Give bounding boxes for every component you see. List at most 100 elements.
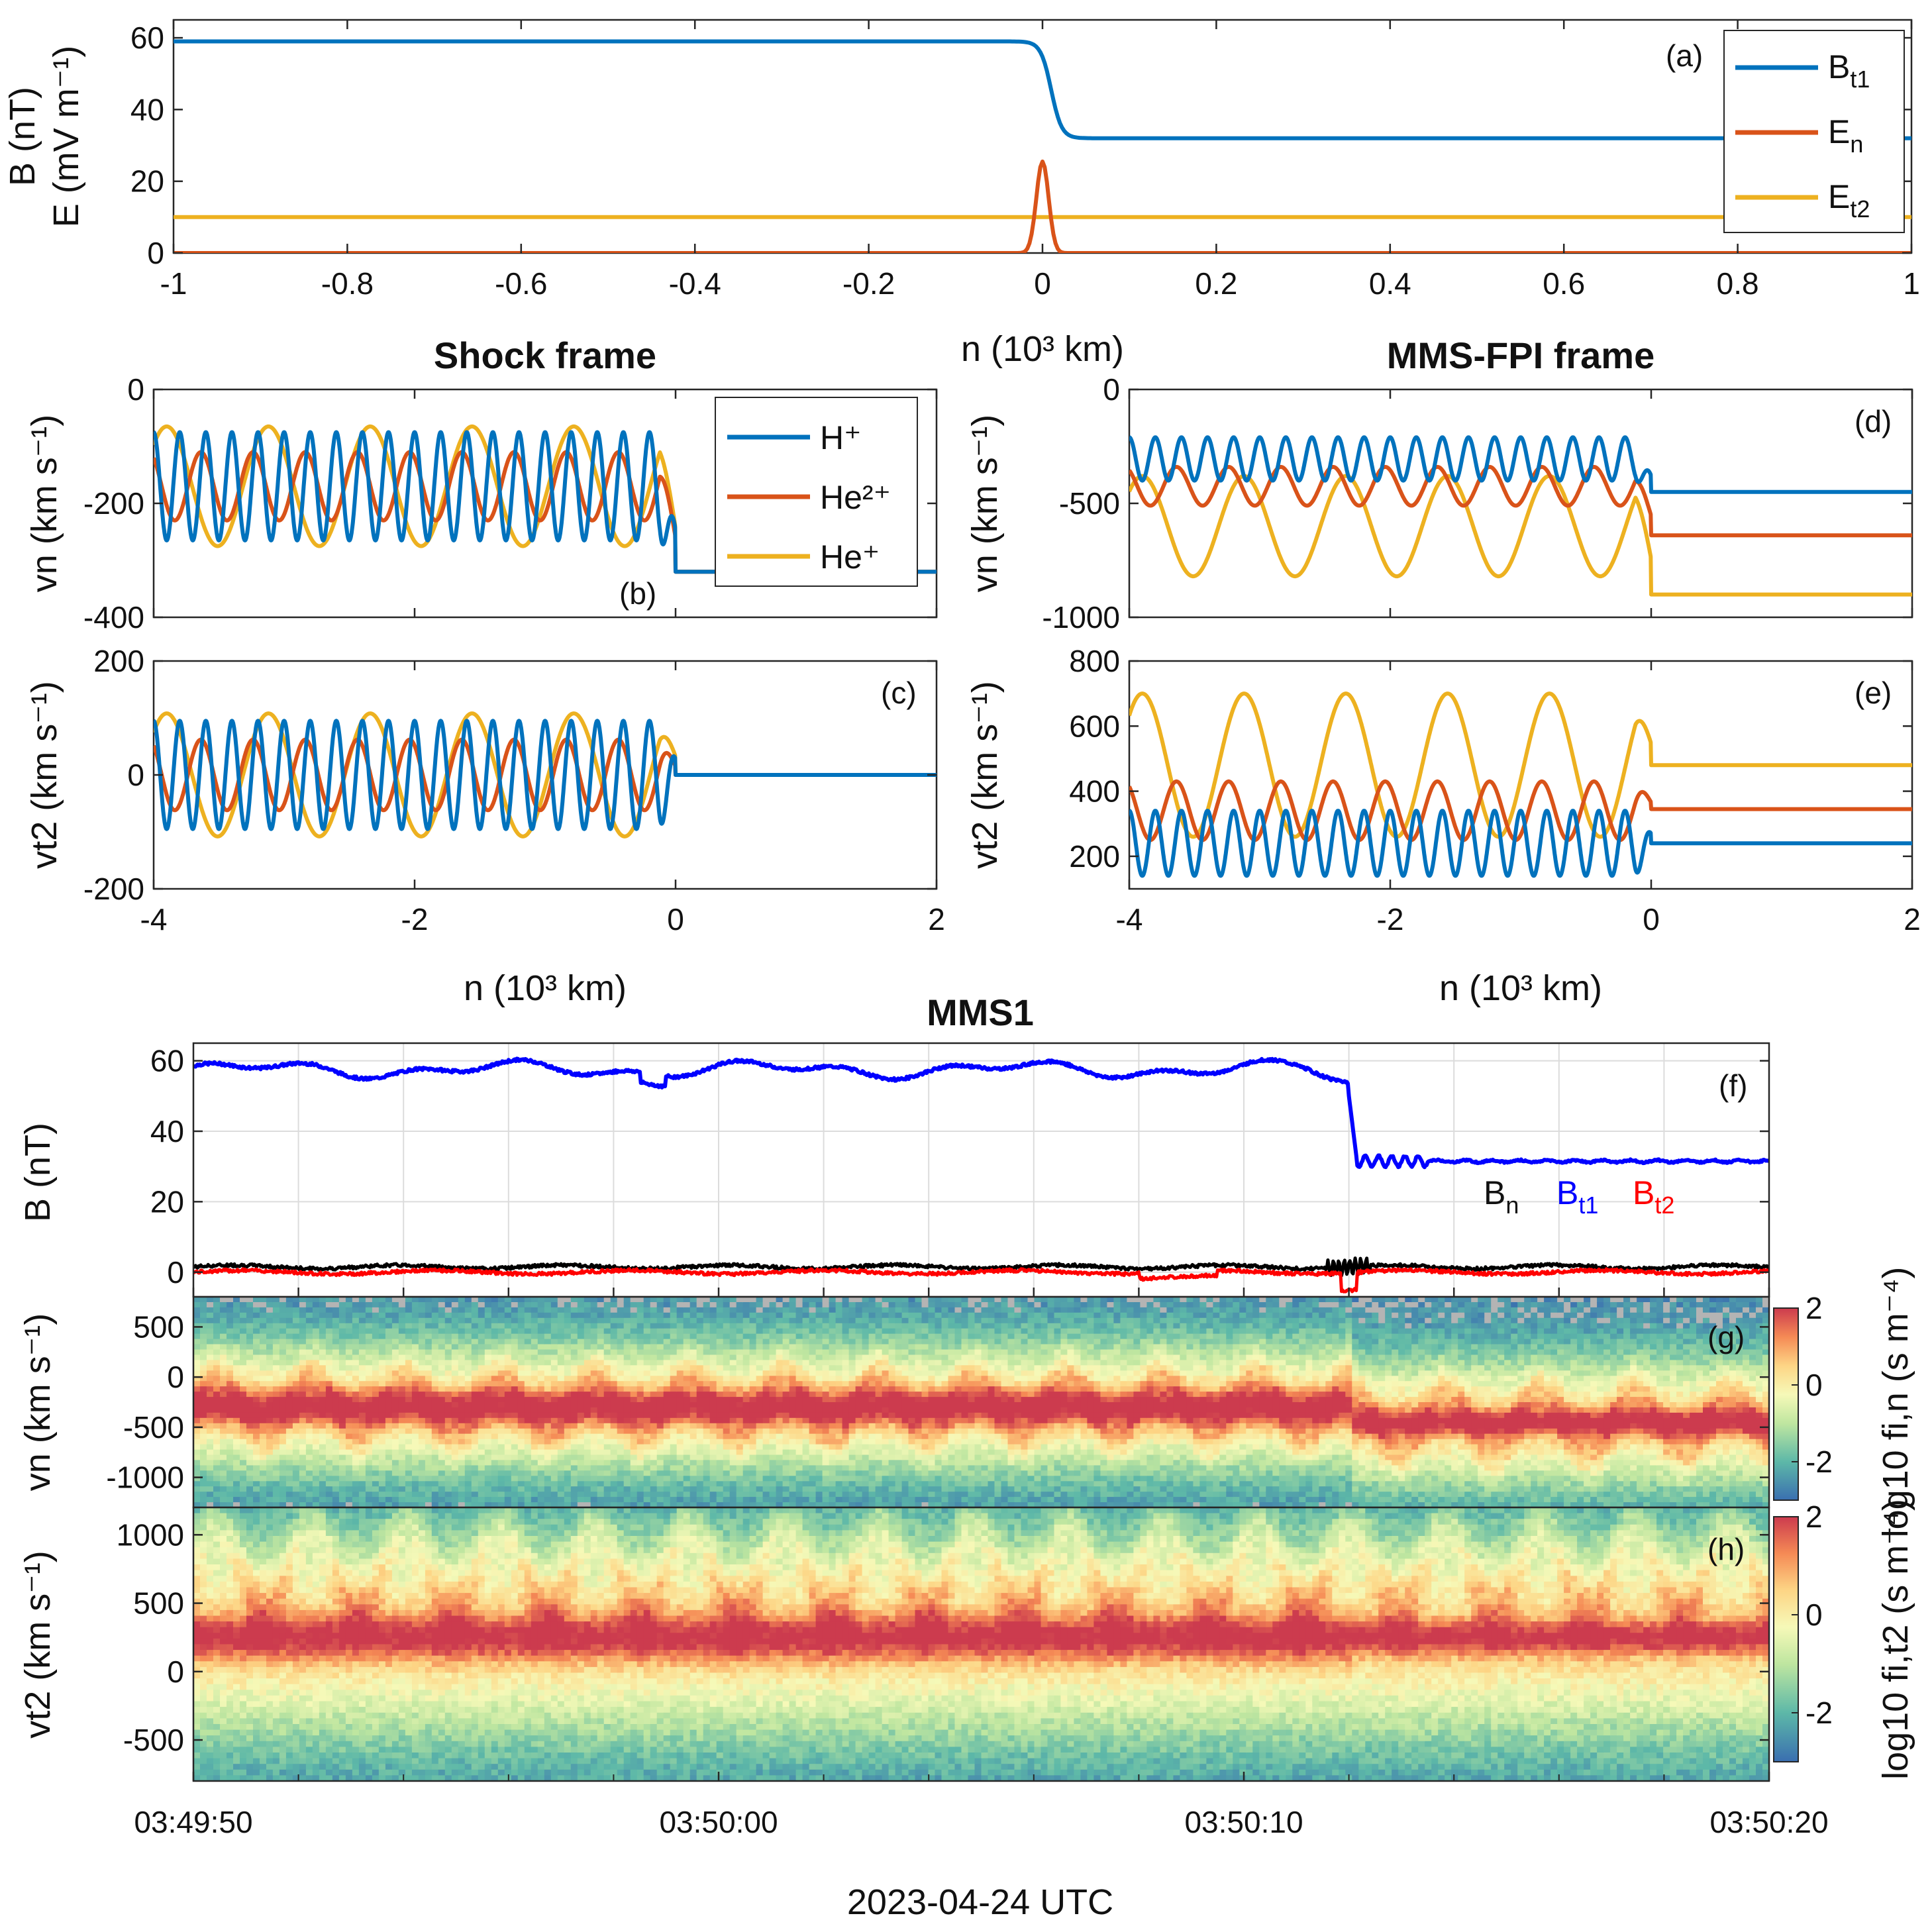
heatmap-cell xyxy=(809,1307,817,1313)
panel-c-xtick-label: 0 xyxy=(667,902,684,937)
heatmap-cell xyxy=(882,1397,890,1403)
heatmap-cell xyxy=(795,1449,803,1456)
heatmap-cell xyxy=(391,1386,399,1392)
heatmap-cell xyxy=(670,1312,678,1319)
heatmap-cell xyxy=(193,1370,201,1377)
heatmap-cell xyxy=(875,1497,883,1503)
heatmap-cell xyxy=(584,1454,591,1461)
heatmap-cell xyxy=(868,1344,876,1350)
heatmap-cell xyxy=(511,1444,519,1450)
heatmap-cell xyxy=(292,1365,300,1372)
heatmap-cell xyxy=(511,1433,519,1440)
heatmap-cell xyxy=(517,1397,525,1403)
heatmap-cell xyxy=(656,1297,664,1303)
heatmap-cell xyxy=(636,1412,644,1419)
heatmap-cell xyxy=(517,1433,525,1440)
heatmap-cell xyxy=(544,1381,552,1387)
heatmap-cell xyxy=(497,1497,505,1503)
heatmap-cell xyxy=(862,1328,870,1335)
heatmap-cell xyxy=(358,1333,366,1340)
heatmap-cell xyxy=(458,1344,466,1350)
heatmap-cell xyxy=(855,1412,863,1419)
heatmap-cell xyxy=(272,1344,280,1350)
heatmap-cell xyxy=(895,1354,903,1361)
heatmap-cell xyxy=(253,1302,260,1308)
heatmap-cell xyxy=(835,1307,843,1313)
heatmap-cell xyxy=(332,1502,340,1508)
heatmap-cell xyxy=(762,1360,770,1366)
heatmap-cell xyxy=(491,1297,499,1303)
heatmap-cell xyxy=(497,1349,505,1356)
heatmap-cell xyxy=(411,1465,419,1472)
heatmap-cell xyxy=(491,1402,499,1408)
heatmap-cell xyxy=(776,1481,784,1488)
heatmap-cell xyxy=(848,1502,856,1508)
heatmap-cell xyxy=(431,1333,439,1340)
heatmap-cell xyxy=(895,1392,903,1398)
heatmap-cell xyxy=(901,1312,909,1319)
heatmap-cell xyxy=(497,1333,505,1340)
heatmap-cell xyxy=(246,1365,254,1372)
heatmap-cell xyxy=(630,1481,638,1488)
heatmap-cell xyxy=(207,1344,214,1350)
heatmap-cell xyxy=(921,1412,929,1419)
heatmap-cell xyxy=(895,1397,903,1403)
heatmap-cell xyxy=(941,1302,949,1308)
heatmap-cell xyxy=(444,1392,452,1398)
heatmap-cell xyxy=(577,1312,585,1319)
heatmap-cell xyxy=(504,1428,512,1435)
heatmap-cell xyxy=(954,1470,962,1477)
heatmap-cell xyxy=(617,1460,625,1466)
heatmap-cell xyxy=(352,1392,360,1398)
heatmap-cell xyxy=(597,1386,605,1392)
heatmap-cell xyxy=(855,1354,863,1361)
heatmap-cell xyxy=(220,1481,227,1488)
heatmap-cell xyxy=(603,1333,611,1340)
heatmap-cell xyxy=(524,1349,532,1356)
heatmap-cell xyxy=(782,1407,790,1413)
heatmap-cell xyxy=(676,1460,684,1466)
heatmap-cell xyxy=(524,1465,532,1472)
heatmap-cell xyxy=(696,1486,704,1492)
heatmap-cell xyxy=(895,1454,903,1461)
heatmap-cell xyxy=(497,1412,505,1419)
heatmap-cell xyxy=(610,1365,618,1372)
heatmap-cell xyxy=(411,1392,419,1398)
heatmap-cell xyxy=(716,1465,724,1472)
heatmap-cell xyxy=(623,1360,631,1366)
panel-c-xlabel: n (10³ km) xyxy=(464,968,627,1008)
heatmap-cell xyxy=(537,1349,545,1356)
heatmap-cell xyxy=(968,1502,976,1508)
heatmap-cell xyxy=(689,1433,697,1440)
heatmap-cell xyxy=(921,1417,929,1424)
heatmap-cell xyxy=(670,1497,678,1503)
heatmap-cell xyxy=(524,1444,532,1450)
heatmap-cell xyxy=(617,1302,625,1308)
heatmap-cell xyxy=(438,1360,446,1366)
heatmap-cell xyxy=(954,1439,962,1445)
heatmap-cell xyxy=(246,1449,254,1456)
heatmap-cell xyxy=(246,1454,254,1461)
heatmap-cell xyxy=(968,1317,976,1324)
heatmap-cell xyxy=(835,1454,843,1461)
heatmap-cell xyxy=(882,1449,890,1456)
heatmap-cell xyxy=(458,1465,466,1472)
heatmap-cell xyxy=(584,1297,591,1303)
heatmap-cell xyxy=(266,1497,274,1503)
heatmap-cell xyxy=(696,1302,704,1308)
heatmap-cell xyxy=(974,1444,982,1450)
heatmap-cell xyxy=(398,1376,406,1382)
heatmap-cell xyxy=(597,1497,605,1503)
heatmap-cell xyxy=(776,1449,784,1456)
heatmap-cell xyxy=(636,1344,644,1350)
heatmap-cell xyxy=(319,1344,327,1350)
heatmap-cell xyxy=(305,1481,313,1488)
heatmap-cell xyxy=(544,1317,552,1324)
heatmap-cell xyxy=(305,1460,313,1466)
heatmap-cell xyxy=(862,1476,870,1482)
heatmap-cell xyxy=(200,1317,207,1324)
heatmap-cell xyxy=(491,1481,499,1488)
heatmap-cell xyxy=(928,1497,936,1503)
heatmap-cell xyxy=(696,1492,704,1498)
heatmap-cell xyxy=(868,1433,876,1440)
